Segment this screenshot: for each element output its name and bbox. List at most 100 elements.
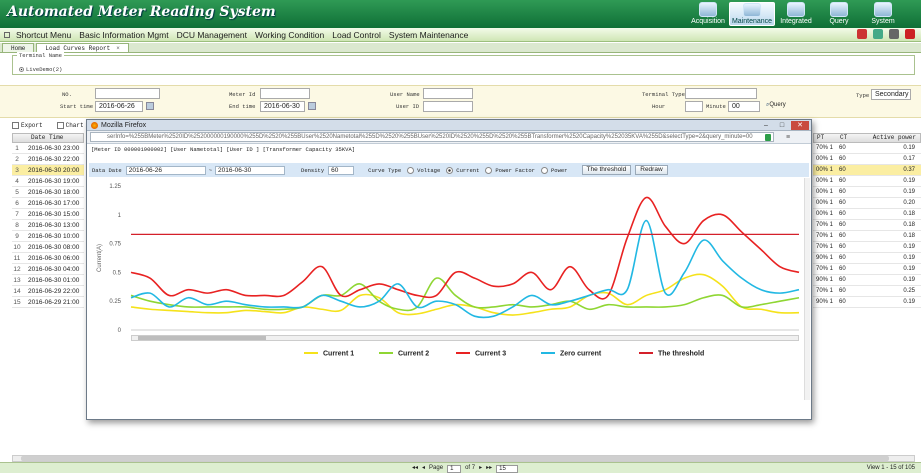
table-row[interactable]: 00% 1 60 0.20 bbox=[813, 198, 921, 209]
redraw-button[interactable]: Redraw bbox=[635, 165, 668, 175]
table-row[interactable]: 8 2016-06-30 13:00 bbox=[12, 220, 84, 231]
table-row[interactable]: 15 2016-06-29 21:00 bbox=[12, 297, 84, 308]
minute-select[interactable]: 00 bbox=[728, 101, 760, 112]
topnav-query[interactable]: Query bbox=[816, 2, 862, 25]
table-row[interactable]: 70% 1 60 0.18 bbox=[813, 231, 921, 242]
table-row[interactable]: 70% 1 60 0.19 bbox=[813, 242, 921, 253]
tab-home[interactable]: Home bbox=[2, 43, 35, 52]
table-row[interactable]: 1 2016-06-30 23:00 bbox=[12, 143, 84, 154]
table-row[interactable]: 90% 1 60 0.19 bbox=[813, 275, 921, 286]
table-row[interactable]: 7 2016-06-30 15:00 bbox=[12, 209, 84, 220]
settings-icon[interactable] bbox=[889, 29, 899, 39]
first-page-button[interactable]: ◂◂ bbox=[412, 465, 419, 471]
grid-hscrollbar[interactable] bbox=[12, 455, 915, 462]
cell-active-power: 0.18 bbox=[903, 211, 915, 217]
page-input[interactable]: 1 bbox=[447, 464, 462, 473]
table-row[interactable]: 10 2016-06-30 08:00 bbox=[12, 242, 84, 253]
table-row[interactable]: 00% 1 60 0.19 bbox=[813, 176, 921, 187]
data-grid-right: PT CT Active power 70% 1 60 0.19 00% 1 60 0.1… bbox=[813, 133, 921, 308]
minimize-button[interactable]: – bbox=[764, 122, 768, 129]
date-from-input[interactable]: 2016-06-26 bbox=[125, 165, 206, 175]
chart-scroll-thumb[interactable] bbox=[138, 336, 266, 340]
current-radio[interactable] bbox=[446, 166, 454, 174]
scroll-thumb[interactable] bbox=[21, 456, 889, 461]
hour-select[interactable] bbox=[685, 101, 703, 112]
tree-radio[interactable] bbox=[19, 67, 24, 73]
table-row[interactable]: 5 2016-06-30 18:00 bbox=[12, 187, 84, 198]
user-name-input[interactable] bbox=[423, 88, 473, 99]
tab-close-icon[interactable]: × bbox=[116, 45, 120, 52]
threshold-button[interactable]: The threshold bbox=[581, 165, 632, 175]
end-time-input[interactable]: 2016-06-30 bbox=[260, 101, 305, 112]
topnav-integrated[interactable]: Integrated bbox=[773, 2, 819, 25]
meter-id-input[interactable] bbox=[260, 88, 310, 99]
power-radio[interactable] bbox=[540, 166, 548, 174]
table-row[interactable]: 11 2016-06-30 06:00 bbox=[12, 253, 84, 264]
table-row[interactable]: 3 2016-06-30 20:00 bbox=[12, 165, 84, 176]
table-row[interactable]: 12 2016-06-30 04:00 bbox=[12, 264, 84, 275]
topnav-maintenance[interactable]: Maintenance bbox=[729, 2, 775, 26]
grid-header-datetime[interactable]: Date Time bbox=[12, 133, 84, 143]
table-row[interactable]: 14 2016-06-29 22:00 bbox=[12, 286, 84, 297]
col-header-pt[interactable]: PT bbox=[817, 134, 825, 141]
voltage-radio[interactable] bbox=[407, 166, 415, 174]
date-to-input[interactable]: 2016-06-30 bbox=[215, 165, 286, 175]
density-select[interactable]: 60 bbox=[328, 165, 355, 175]
table-row[interactable]: 9 2016-06-30 10:00 bbox=[12, 231, 84, 242]
popup-vscrollbar[interactable] bbox=[804, 178, 810, 400]
table-row[interactable]: 13 2016-06-30 01:00 bbox=[12, 275, 84, 286]
url-field[interactable]: serInfo=%255BMeter%2520ID%25200000019000… bbox=[90, 132, 774, 142]
calendar-icon[interactable] bbox=[146, 102, 154, 110]
menu-dcu[interactable]: DCU Management bbox=[176, 29, 247, 40]
table-row[interactable]: 2 2016-06-30 22:00 bbox=[12, 154, 84, 165]
terminal-type-select[interactable] bbox=[685, 88, 757, 99]
table-row[interactable]: 70% 1 60 0.25 bbox=[813, 286, 921, 297]
user-id-input[interactable] bbox=[423, 101, 473, 112]
col-header-ct[interactable]: CT bbox=[840, 134, 848, 141]
topnav-acquisition[interactable]: Acquisition bbox=[685, 2, 731, 25]
table-row[interactable]: 70% 1 60 0.19 bbox=[813, 264, 921, 275]
cell-pt: 90% 1 bbox=[816, 255, 834, 261]
exit-icon[interactable] bbox=[905, 29, 915, 39]
last-page-button[interactable]: ▸▸ bbox=[486, 465, 493, 471]
table-row[interactable]: 00% 1 60 0.19 bbox=[813, 187, 921, 198]
topnav-system[interactable]: System bbox=[860, 2, 906, 25]
url-menu-icon[interactable]: ≡ bbox=[786, 133, 791, 141]
table-row[interactable]: 70% 1 60 0.19 bbox=[813, 143, 921, 154]
menu-shortcut[interactable]: Shortcut Menu bbox=[16, 29, 72, 40]
table-row[interactable]: 00% 1 60 0.17 bbox=[813, 154, 921, 165]
menu-system-maintenance[interactable]: System Maintenance bbox=[388, 29, 469, 40]
export-toggle[interactable]: Export bbox=[12, 122, 43, 130]
table-row[interactable]: 00% 1 60 0.18 bbox=[813, 209, 921, 220]
table-row[interactable]: 70% 1 60 0.18 bbox=[813, 220, 921, 231]
prev-page-button[interactable]: ◂ bbox=[422, 465, 426, 471]
table-row[interactable]: 4 2016-06-30 19:00 bbox=[12, 176, 84, 187]
tree-node[interactable]: LiveDemo(2) bbox=[19, 66, 62, 73]
start-time-input[interactable]: 2016-06-26 bbox=[95, 101, 143, 112]
chart-hscrollbar[interactable] bbox=[131, 335, 799, 341]
menu-load-control[interactable]: Load Control bbox=[332, 29, 381, 40]
close-button[interactable]: ✕ bbox=[791, 121, 809, 130]
chart-toggle[interactable]: Chart bbox=[56, 122, 84, 130]
tab-load-curves[interactable]: Load Curves Report × bbox=[36, 43, 129, 52]
power-factor-radio[interactable] bbox=[485, 166, 493, 174]
col-header-active-power[interactable]: Active power bbox=[872, 134, 916, 141]
no-input[interactable] bbox=[95, 88, 160, 99]
chart-checkbox[interactable] bbox=[56, 122, 64, 130]
table-row[interactable]: 6 2016-06-30 17:00 bbox=[12, 198, 84, 209]
maximize-button[interactable]: □ bbox=[779, 122, 785, 129]
calendar-icon[interactable] bbox=[308, 102, 316, 110]
table-row[interactable]: 90% 1 60 0.19 bbox=[813, 297, 921, 308]
menu-basic-info[interactable]: Basic Information Mgmt bbox=[79, 29, 169, 40]
next-page-button[interactable]: ▸ bbox=[479, 465, 483, 471]
menu-working-condition[interactable]: Working Condition bbox=[254, 29, 325, 40]
query-button[interactable]: ⌕Query bbox=[766, 102, 786, 108]
refresh-icon[interactable] bbox=[873, 29, 883, 39]
cell-active-power: 0.19 bbox=[903, 266, 915, 272]
table-row[interactable]: 90% 1 60 0.19 bbox=[813, 253, 921, 264]
type-select[interactable]: Secondary bbox=[871, 89, 911, 100]
table-row[interactable]: 00% 1 60 0.37 bbox=[813, 165, 921, 176]
export-checkbox[interactable] bbox=[12, 122, 19, 130]
home-icon[interactable] bbox=[857, 29, 867, 39]
page-size-select[interactable]: 15 bbox=[496, 464, 519, 473]
